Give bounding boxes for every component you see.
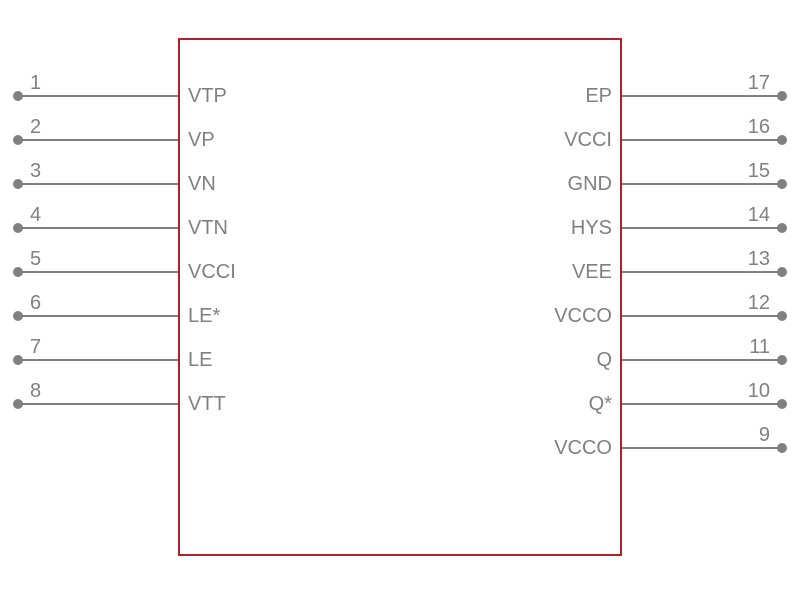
pin-endpoint-dot — [13, 135, 23, 145]
pin-endpoint-dot — [777, 355, 787, 365]
pin-line — [622, 315, 782, 317]
pin-label: Q* — [589, 393, 612, 416]
pin-endpoint-dot — [777, 223, 787, 233]
pin-line — [18, 95, 178, 97]
pin-line — [622, 139, 782, 141]
pin-number: 16 — [748, 116, 770, 139]
pin-number: 9 — [759, 424, 770, 447]
pin-endpoint-dot — [777, 135, 787, 145]
pin-label: EP — [585, 85, 612, 108]
pin-number: 5 — [30, 248, 41, 271]
pin-label: VTT — [188, 393, 226, 416]
pin-number: 15 — [748, 160, 770, 183]
pin-label: GND — [568, 173, 612, 196]
schematic-canvas: 1 VTP 2 VP 3 VN 4 VTN 5 VCCI 6 LE* 7 LE 8 VTT 17 EP 16 VCCI… — [0, 0, 800, 594]
pin-number: 14 — [748, 204, 770, 227]
pin-endpoint-dot — [13, 91, 23, 101]
ic-body-rect — [178, 38, 622, 556]
pin-label: LE* — [188, 305, 220, 328]
pin-label: VCCI — [564, 129, 612, 152]
pin-line — [18, 271, 178, 273]
pin-line — [18, 359, 178, 361]
pin-endpoint-dot — [777, 267, 787, 277]
pin-number: 17 — [748, 72, 770, 95]
pin-line — [622, 447, 782, 449]
pin-line — [622, 271, 782, 273]
pin-label: VP — [188, 129, 215, 152]
pin-line — [622, 227, 782, 229]
pin-number: 4 — [30, 204, 41, 227]
pin-number: 6 — [30, 292, 41, 315]
pin-endpoint-dot — [777, 443, 787, 453]
pin-line — [622, 183, 782, 185]
pin-line — [18, 139, 178, 141]
pin-number: 2 — [30, 116, 41, 139]
pin-endpoint-dot — [13, 223, 23, 233]
pin-number: 11 — [749, 336, 770, 359]
pin-label: VEE — [572, 261, 612, 284]
pin-endpoint-dot — [13, 179, 23, 189]
pin-label: VCCO — [554, 305, 612, 328]
pin-endpoint-dot — [777, 311, 787, 321]
pin-line — [18, 183, 178, 185]
pin-endpoint-dot — [777, 399, 787, 409]
pin-label: HYS — [571, 217, 612, 240]
pin-line — [622, 95, 782, 97]
pin-line — [18, 315, 178, 317]
pin-label: VCCO — [554, 437, 612, 460]
pin-label: VN — [188, 173, 216, 196]
pin-number: 13 — [748, 248, 770, 271]
pin-endpoint-dot — [777, 179, 787, 189]
pin-endpoint-dot — [777, 91, 787, 101]
pin-line — [18, 227, 178, 229]
pin-number: 7 — [30, 336, 41, 359]
pin-label: VCCI — [188, 261, 236, 284]
pin-label: VTP — [188, 85, 227, 108]
pin-endpoint-dot — [13, 355, 23, 365]
pin-label: VTN — [188, 217, 228, 240]
pin-endpoint-dot — [13, 267, 23, 277]
pin-number: 1 — [30, 72, 41, 95]
pin-number: 10 — [748, 380, 770, 403]
pin-line — [622, 359, 782, 361]
pin-number: 8 — [30, 380, 41, 403]
pin-line — [18, 403, 178, 405]
pin-label: Q — [596, 349, 612, 372]
pin-endpoint-dot — [13, 399, 23, 409]
pin-line — [622, 403, 782, 405]
pin-endpoint-dot — [13, 311, 23, 321]
pin-number: 12 — [748, 292, 770, 315]
pin-label: LE — [188, 349, 212, 372]
pin-number: 3 — [30, 160, 41, 183]
